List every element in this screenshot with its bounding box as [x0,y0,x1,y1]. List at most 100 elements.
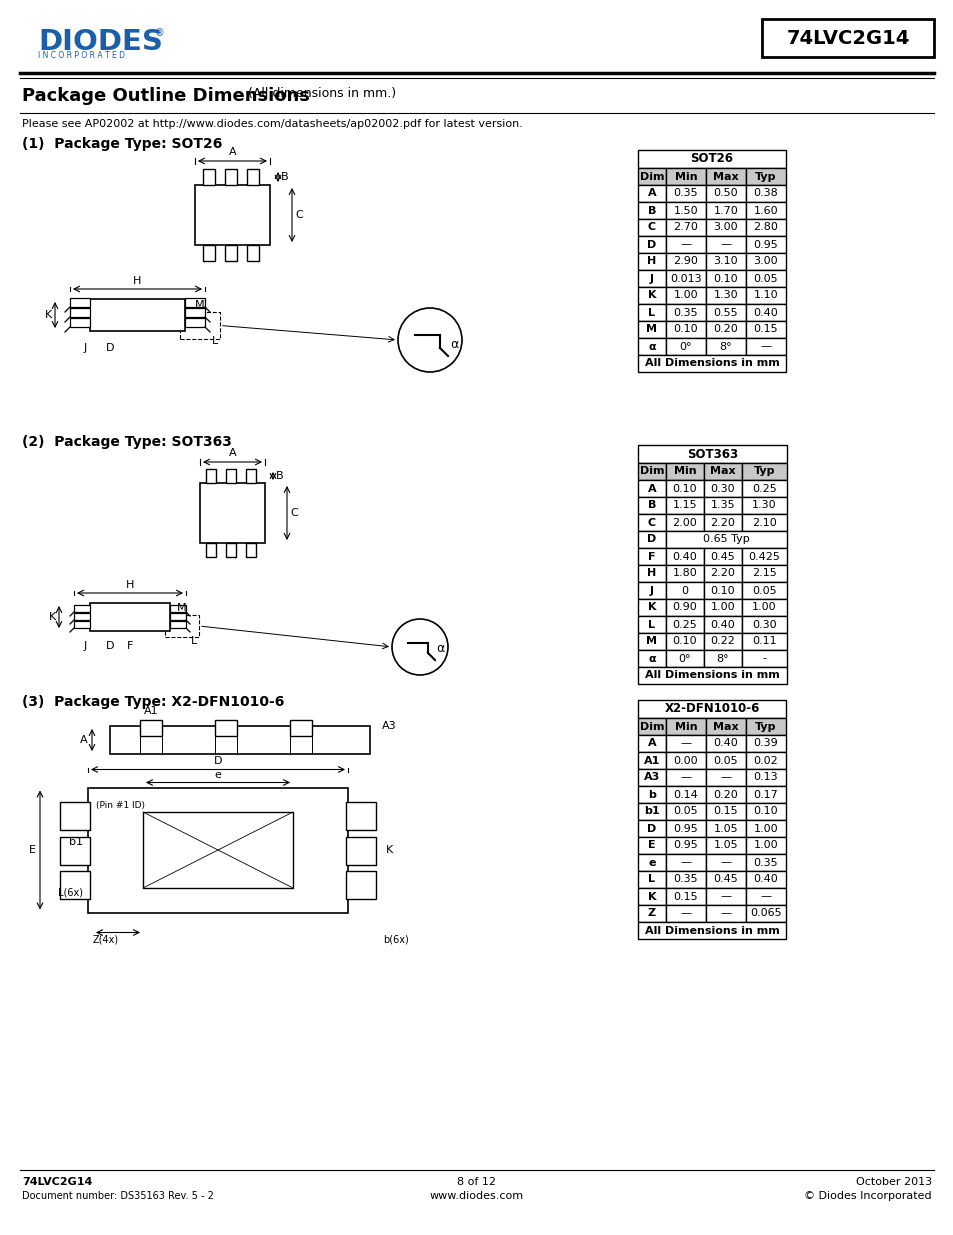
Text: (All dimensions in mm.): (All dimensions in mm.) [248,86,395,100]
Text: ®: ® [154,28,165,38]
Bar [665,548,703,564]
Text: 1.70: 1.70 [713,205,738,215]
Bar [741,616,786,634]
Bar [705,185,745,203]
Text: 0.25: 0.25 [751,483,776,494]
Text: L: L [648,874,655,884]
Bar [745,853,785,871]
Bar [638,168,665,185]
Bar [741,548,786,564]
Text: F: F [648,552,655,562]
Bar [745,735,785,752]
Text: 0.20: 0.20 [713,325,738,335]
Bar [741,599,786,616]
Text: All Dimensions in mm: All Dimensions in mm [644,925,779,935]
Text: K: K [647,892,656,902]
Bar [665,287,705,304]
Text: 74LVC2G14: 74LVC2G14 [22,1177,92,1187]
Bar [290,720,312,736]
Text: A: A [229,448,236,458]
Bar [638,923,785,939]
Text: 2.15: 2.15 [751,568,776,578]
Text: 2.80: 2.80 [753,222,778,232]
Bar [745,718,785,735]
Text: 0.35: 0.35 [673,189,698,199]
Text: B: B [281,172,289,182]
Text: A3: A3 [381,721,396,731]
Text: 0°: 0° [678,653,691,663]
Bar [665,785,705,803]
Text: 8°: 8° [719,342,732,352]
Text: 2.90: 2.90 [673,257,698,267]
Text: Dim: Dim [639,467,663,477]
Text: 0.39: 0.39 [753,739,778,748]
Text: All Dimensions in mm: All Dimensions in mm [644,671,779,680]
Bar [703,616,741,634]
Bar [638,219,665,236]
Bar [705,820,745,837]
Text: D: D [106,343,114,353]
Text: —: — [679,240,691,249]
Bar [70,317,90,327]
Text: 1.00: 1.00 [751,603,776,613]
Bar [247,245,258,261]
Text: M: M [177,603,187,613]
Text: 0.95: 0.95 [753,240,778,249]
Text: Typ: Typ [755,721,776,731]
Bar [206,469,215,483]
Bar [745,185,785,203]
Text: A1: A1 [643,756,659,766]
Text: F: F [127,641,133,651]
Text: 0.05: 0.05 [673,806,698,816]
Text: C: C [647,222,656,232]
Text: 1.00: 1.00 [710,603,735,613]
Text: 0.40: 0.40 [753,308,778,317]
Text: 2.00: 2.00 [672,517,697,527]
Text: —: — [679,739,691,748]
Text: 0.065: 0.065 [749,909,781,919]
Text: 0.90: 0.90 [672,603,697,613]
Text: 1.00: 1.00 [753,841,778,851]
Text: © Diodes Incorporated: © Diodes Incorporated [803,1191,931,1200]
Bar [665,582,703,599]
Text: Min: Min [673,467,696,477]
Bar [705,253,745,270]
Text: SOT363: SOT363 [686,447,738,461]
Bar [70,308,90,317]
Bar [703,599,741,616]
Bar [665,564,703,582]
Bar [665,735,705,752]
Text: 0.13: 0.13 [753,773,778,783]
Text: 0.30: 0.30 [710,483,735,494]
Text: 0.50: 0.50 [713,189,738,199]
Bar [226,543,235,557]
Bar [638,634,665,650]
Text: 0.40: 0.40 [710,620,735,630]
Bar [638,650,665,667]
Text: 2.70: 2.70 [673,222,698,232]
Bar [638,871,665,888]
Text: 0.30: 0.30 [751,620,776,630]
Bar [638,735,665,752]
Text: M: M [195,300,205,310]
Bar [745,871,785,888]
Bar [346,836,375,864]
Bar [741,463,786,480]
Text: B: B [647,500,656,510]
Text: 1.30: 1.30 [713,290,738,300]
Text: α: α [450,338,457,352]
Bar [665,203,705,219]
Bar [741,650,786,667]
Text: 0.40: 0.40 [753,874,778,884]
Text: b: b [647,789,656,799]
Text: 0.35: 0.35 [753,857,778,867]
Bar [705,718,745,735]
Bar [88,788,348,913]
Text: 0.38: 0.38 [753,189,778,199]
Text: I N C O R P O R A T E D: I N C O R P O R A T E D [38,51,125,61]
Text: 0.95: 0.95 [673,841,698,851]
Text: 8°: 8° [716,653,728,663]
Text: 0.05: 0.05 [751,585,776,595]
Text: Z(4x): Z(4x) [92,935,119,945]
Bar [638,270,665,287]
